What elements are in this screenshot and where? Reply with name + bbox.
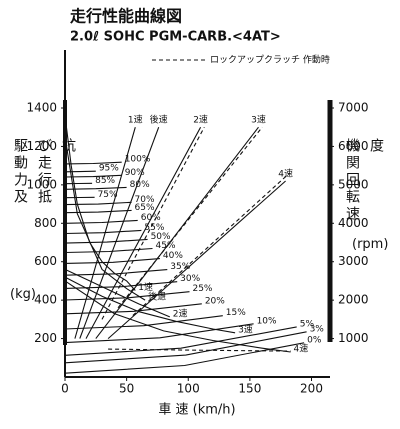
series-label: 65% <box>135 203 155 213</box>
force-curve <box>64 186 127 190</box>
force-curve <box>64 323 254 344</box>
force-curve <box>64 229 142 235</box>
force-curve <box>64 269 168 276</box>
y2-tick-label: 6000 <box>338 139 369 153</box>
series-label: 5% <box>300 319 315 329</box>
series-label: 80% <box>130 180 150 190</box>
force-curve <box>64 201 132 206</box>
y2-tick-label: 2000 <box>338 293 369 307</box>
rpm-line <box>132 172 290 316</box>
chart-title: 走行性能曲線図 <box>69 7 182 26</box>
series-label: 25% <box>192 284 212 294</box>
x-axis-label: 車 速 (km/h) <box>158 403 235 418</box>
rpm-line <box>79 127 160 339</box>
y-axis-label: 駆動力及び走行抵抗 <box>12 138 76 206</box>
series-label: 50% <box>151 232 171 242</box>
series-label: 40% <box>163 251 183 261</box>
series-label: 0% <box>307 335 322 345</box>
rpm-line <box>95 126 259 339</box>
series-label: 90% <box>125 168 145 178</box>
series-label: 3速 <box>238 324 253 335</box>
series-label: 3% <box>310 324 325 334</box>
series-label: 1速 <box>128 115 143 126</box>
series-label: 2速 <box>193 115 208 126</box>
series-label: 後速 <box>150 114 168 126</box>
series-label: 95% <box>99 164 119 174</box>
force-curve <box>64 219 138 224</box>
x-tick-label: 0 <box>61 382 69 396</box>
x-tick-label: 150 <box>238 382 261 396</box>
y2-tick-label: 5000 <box>338 177 369 191</box>
force-curve <box>64 247 153 254</box>
force-curve <box>64 238 148 244</box>
force-curve <box>64 258 160 264</box>
series-label: 3速 <box>251 115 266 126</box>
x-tick-label: 200 <box>300 382 323 396</box>
force-curve <box>64 303 202 315</box>
rpm-line <box>107 180 286 340</box>
series-label: 35% <box>170 262 190 272</box>
series-label: 45% <box>156 241 176 251</box>
force-curve <box>64 331 307 364</box>
y2-tick-label: 3000 <box>338 254 369 268</box>
series-label: 4速 <box>294 344 309 355</box>
force-curve <box>64 315 223 330</box>
force-curve <box>64 281 178 289</box>
series-label: 10% <box>257 316 277 326</box>
series-label: 100% <box>125 155 151 165</box>
y2-axis-label: 機関回転速度 <box>344 138 384 223</box>
x-tick-label: 100 <box>177 382 200 396</box>
force-curve <box>64 170 96 173</box>
force-curve <box>64 326 297 356</box>
rpm-line <box>117 126 263 309</box>
y-tick-label: 400 <box>34 293 57 307</box>
series-label: 75% <box>98 190 118 200</box>
force-curve <box>64 342 305 374</box>
series-label: 2速 <box>173 308 188 319</box>
force-curve <box>64 174 122 178</box>
series-label: 15% <box>226 308 246 318</box>
force-curve <box>64 291 190 301</box>
y2-axis-unit: (rpm) <box>352 237 389 252</box>
series-label: 70% <box>135 195 155 205</box>
y-axis-unit: (kg) <box>10 287 36 302</box>
y-tick-label: 1000 <box>26 177 57 191</box>
force-curve <box>64 268 171 318</box>
y-tick-label: 1400 <box>26 101 57 115</box>
force-curve <box>64 136 146 301</box>
series-label: 1速 <box>138 282 153 293</box>
rpm-line <box>85 126 202 339</box>
force-curve <box>64 280 291 353</box>
legend-label: ロックアップクラッチ 作動時 <box>210 54 330 66</box>
force-curve <box>64 209 132 214</box>
y-tick-label: 600 <box>34 254 57 268</box>
series-label: 55% <box>144 223 164 233</box>
series-label: 20% <box>205 296 225 306</box>
rpm-line <box>101 126 205 320</box>
series-label: 85% <box>95 176 115 186</box>
series-label: 4速 <box>278 169 293 180</box>
y2-tick-label: 1000 <box>338 331 369 345</box>
series-label: 30% <box>180 274 200 284</box>
series-label: 60% <box>141 213 161 223</box>
force-curve <box>108 348 291 352</box>
y-tick-label: 800 <box>34 216 57 230</box>
x-tick-label: 50 <box>119 382 134 396</box>
y-tick-label: 200 <box>34 331 57 345</box>
y2-tick-label: 7000 <box>338 101 369 115</box>
series-label: 後退 <box>148 291 166 303</box>
force-curve <box>64 161 122 165</box>
chart-subtitle: 2.0ℓ SOHC PGM-CARB.<4AT> <box>70 30 281 45</box>
y2-tick-label: 4000 <box>338 216 369 230</box>
y-tick-label: 1200 <box>26 139 57 153</box>
